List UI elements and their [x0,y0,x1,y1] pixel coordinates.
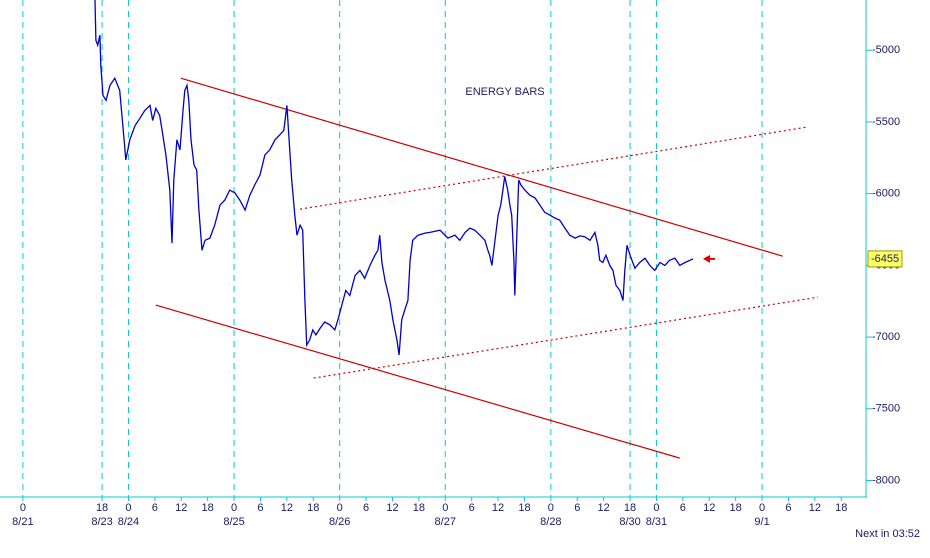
x-tick-label: 12 [703,502,715,514]
trendline [155,304,680,459]
date-label: 8/21 [12,516,33,528]
y-tick-label: -5500 [872,116,900,128]
trendline [313,296,819,379]
x-tick-label: 6 [680,502,686,514]
chart-title: ENERGY BARS [465,86,544,98]
x-tick-label: 18 [307,502,319,514]
date-label: 8/27 [435,516,456,528]
last-price-box [867,250,903,268]
x-tick-label: 18 [835,502,847,514]
footer: Next in 03:52 [855,528,920,540]
x-tick-label: 0 [653,502,659,514]
y-tick-label: -6000 [872,188,900,200]
x-tick-label: 12 [492,502,504,514]
x-tick-label: 12 [598,502,610,514]
trendline [180,77,783,257]
date-label: 9/1 [754,516,769,528]
y-tick-label: -7000 [872,331,900,343]
x-tick-label: 6 [257,502,263,514]
y-tick-label: -7500 [872,403,900,415]
x-tick-label: 0 [442,502,448,514]
x-tick-label: 18 [518,502,530,514]
x-tick-label: 6 [363,502,369,514]
last-price-arrow [702,254,715,263]
date-label: 8/28 [540,516,561,528]
date-label: 8/26 [329,516,350,528]
date-label: 8/25 [223,516,244,528]
x-tick-label: 6 [469,502,475,514]
trendline [299,126,807,210]
x-tick-label: 6 [152,502,158,514]
price-line [94,0,694,356]
x-tick-label: 12 [809,502,821,514]
x-tick-label: 0 [759,502,765,514]
x-tick-label: 6 [574,502,580,514]
x-tick-label: 12 [281,502,293,514]
x-tick-label: 0 [548,502,554,514]
y-tick-label: -8000 [872,474,900,486]
x-tick-label: 12 [386,502,398,514]
x-tick-label: 0 [20,502,26,514]
date-label: 8/24 [118,516,139,528]
x-tick-label: 18 [730,502,742,514]
date-label: 8/23 [91,516,112,528]
y-tick-label: -5000 [872,44,900,56]
x-tick-label: 6 [785,502,791,514]
x-tick-label: 18 [96,502,108,514]
date-label: 8/31 [646,516,667,528]
x-tick-label: 0 [125,502,131,514]
x-tick-label: 18 [202,502,214,514]
x-tick-label: 12 [175,502,187,514]
x-tick-label: 0 [231,502,237,514]
x-tick-label: 18 [624,502,636,514]
x-tick-label: 18 [413,502,425,514]
last-price-label: -6455 [871,253,899,265]
date-label: 8/30 [619,516,640,528]
x-tick-label: 0 [337,502,343,514]
